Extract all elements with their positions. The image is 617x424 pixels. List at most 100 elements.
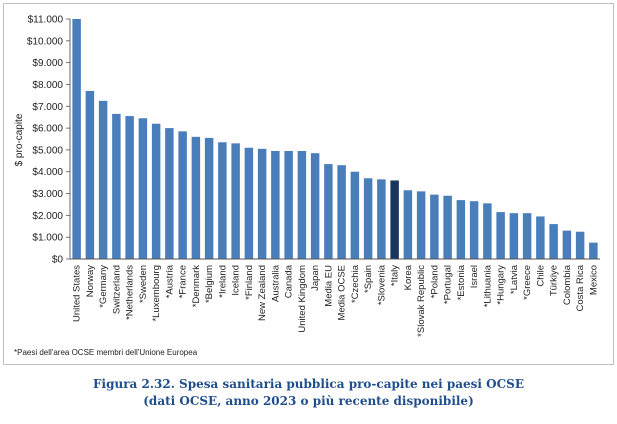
x-tick-label: *Netherlands: [125, 265, 136, 320]
x-tick-label: *Czechia: [350, 264, 361, 303]
x-ticks: United States Norway *Germany Switzerland *N…: [72, 264, 600, 337]
bar: [310, 153, 320, 259]
bar: [403, 190, 413, 259]
x-tick-label: *Germany: [98, 265, 109, 308]
bar: [85, 91, 95, 259]
y-tick-label: $1.000: [32, 233, 63, 244]
bar: [549, 224, 558, 259]
x-tick-label: Norway: [85, 265, 96, 297]
x-tick-label: Mexico: [588, 265, 599, 295]
y-tick-label: $6.000: [32, 124, 63, 135]
bar: [324, 164, 333, 259]
x-tick-label: *Spain: [363, 265, 374, 293]
y-tick-label: $0: [52, 255, 64, 266]
bar: [178, 131, 187, 259]
caption-line-1: Figura 2.32. Spesa sanitaria pubblica pr…: [93, 377, 524, 391]
x-tick-label: Japan: [310, 265, 321, 291]
x-tick-label: Iceland: [231, 265, 242, 296]
y-tick-label: $10.000: [27, 36, 64, 47]
y-tick-label: $5.000: [32, 145, 63, 156]
x-tick-label: *Slovak Republic: [416, 265, 427, 337]
x-tick-label: *Ireland: [217, 265, 228, 298]
x-tick-label: Costa Rica: [575, 264, 586, 311]
y-tick-label: $9.000: [32, 58, 63, 69]
y-ticks: $0 $1.000 $2.000 $3.000 $4.000 $5.000 $6.000 $7…: [27, 15, 70, 266]
bar: [562, 230, 572, 259]
caption-line-2: (dati OCSE, anno 2023 o più recente disp…: [143, 394, 474, 408]
bar: [112, 113, 121, 259]
x-tick-label: *Slovenia: [376, 264, 387, 305]
bar: [125, 116, 134, 259]
bar: [231, 143, 240, 259]
y-tick-label: $2.000: [32, 211, 63, 222]
x-tick-label: *Belgium: [204, 265, 215, 303]
bar: [191, 136, 201, 259]
bar: [522, 213, 532, 259]
x-tick-label: Media OCSE: [337, 265, 348, 320]
y-tick-label: $11.000: [28, 15, 64, 26]
bar: [363, 178, 373, 259]
x-tick-label: *Finland: [244, 265, 255, 300]
x-tick-label: United Kingdom: [297, 265, 308, 333]
y-tick-label: $7.000: [32, 102, 63, 113]
bar: [138, 118, 148, 259]
y-axis-label: $ pro-capite: [14, 113, 25, 166]
bar: [337, 165, 346, 259]
x-tick-label: United States: [72, 265, 83, 322]
x-tick-label: *Portugal: [443, 265, 454, 304]
bar: [271, 151, 280, 259]
bar: [350, 171, 360, 259]
x-tick-label: *Poland: [429, 265, 440, 298]
x-tick-label: *Latvia: [509, 264, 520, 294]
x-tick-label: *Estonia: [456, 264, 467, 300]
bar: [575, 231, 585, 259]
x-tick-label: New Zealand: [257, 265, 268, 321]
x-tick-label: Colombia: [562, 264, 573, 305]
bar: [218, 142, 227, 259]
x-tick-label: Israel: [469, 265, 480, 288]
bar: [430, 194, 439, 259]
bar: [204, 137, 214, 259]
x-tick-label: *Sweden: [138, 265, 149, 303]
bar: [469, 201, 479, 259]
x-tick-label: Türkiye: [549, 265, 560, 296]
x-tick-label: Media EU: [323, 265, 334, 307]
figure-caption: Figura 2.32. Spesa sanitaria pubblica pr…: [0, 376, 617, 410]
bar: [257, 148, 267, 259]
x-tick-label: *Denmark: [191, 265, 202, 307]
x-tick-label: *Luxembourg: [151, 265, 162, 322]
bar: [536, 216, 545, 259]
x-tick-label: Switzerland: [111, 265, 122, 314]
footnote: *Paesi dell'area OCSE membri dell'Unione…: [14, 348, 198, 357]
x-tick-label: Australia: [270, 264, 281, 302]
y-tick-label: $8.000: [32, 80, 63, 91]
bar: [98, 100, 108, 260]
bar: [377, 179, 386, 259]
bar: [456, 200, 466, 259]
x-tick-label: *France: [178, 265, 189, 298]
bar: [496, 212, 505, 259]
bar: [589, 242, 598, 259]
bar: [297, 151, 307, 259]
x-tick-label: *Austria: [164, 264, 175, 298]
x-tick-label: *Lithuania: [482, 264, 493, 307]
x-tick-label: *Hungary: [496, 265, 507, 305]
y-axis-label-group: $ pro-capite: [14, 113, 25, 166]
bar: [509, 213, 519, 259]
bar: [390, 180, 399, 259]
bar: [72, 19, 81, 259]
bars: [72, 19, 598, 260]
bar: [416, 191, 426, 259]
bar: [284, 151, 293, 259]
x-tick-label: *Greece: [522, 265, 533, 300]
axes: [69, 19, 600, 260]
x-tick-label: *Italy: [390, 265, 401, 286]
x-tick-label: Canada: [284, 264, 295, 298]
y-tick-label: $4.000: [32, 167, 63, 178]
bar-chart: $ pro-capite $0$1.000$2.000$3.000$4.000$…: [14, 15, 600, 337]
bar: [165, 128, 174, 259]
x-tick-label: Korea: [403, 264, 414, 290]
bar: [483, 203, 492, 259]
x-tick-label: Chile: [535, 265, 546, 287]
y-tick-label: $3.000: [32, 189, 63, 200]
